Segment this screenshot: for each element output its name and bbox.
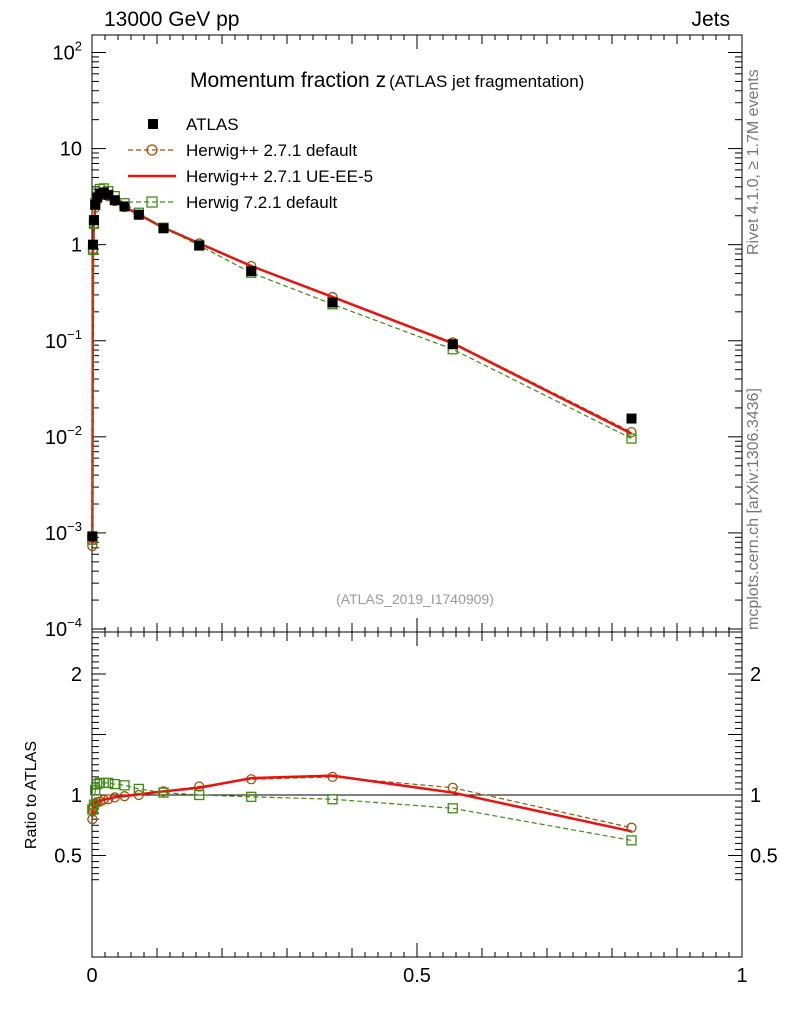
plot-subtitle: (ATLAS jet fragmentation)	[389, 72, 584, 91]
main-series-layer	[87, 183, 637, 552]
marker-herwig-7-2-1-default	[109, 778, 120, 790]
y-tick-label-exponent: −1	[67, 327, 82, 342]
marker-herwig-7-2-1-default	[194, 789, 205, 801]
ratio-axis-ticks: 0.5 0.5 1 1 2 2 0 0.5 1	[54, 632, 778, 987]
ratio-y-tick-label-right: 2	[750, 664, 761, 686]
data-point-atlas	[447, 339, 458, 350]
series-line-herwig-2-7-1-ue-ee-5	[91, 774, 632, 833]
data-point-atlas	[119, 201, 130, 212]
marker-herwig-7-2-1-default	[158, 787, 169, 798]
ratio-y-tick-label-right: 0.5	[750, 846, 778, 868]
marker-herwig-2-7-1-default	[626, 822, 637, 833]
y-tick-label-exponent: −2	[67, 423, 82, 438]
y-tick-label-base: 10	[60, 139, 82, 161]
marker-herwig-7-2-1-default	[88, 799, 100, 810]
data-point-atlas	[88, 215, 99, 226]
y-tick-label-base: 10	[45, 427, 67, 449]
source-reference-label: mcplots.cern.ch [arXiv:1306.3436]	[745, 388, 762, 630]
y-tick-label-base: 10	[45, 619, 67, 641]
legend-marker-herwig-2-7-1-default	[146, 144, 158, 156]
legend-marker-atlas	[148, 119, 158, 129]
x-tick-label: 0	[86, 965, 97, 987]
data-point-atlas	[327, 297, 338, 308]
series-line-herwig-2-7-1-default	[91, 193, 632, 547]
legend-label-herwig-2-7-1-default: Herwig++ 2.7.1 default	[186, 141, 357, 160]
y-tick-label-base: 10	[45, 331, 67, 353]
y-tick-label: 10−3	[45, 519, 82, 545]
x-tick-label: 1	[736, 965, 747, 987]
marker-herwig-7-2-1-default	[133, 783, 144, 795]
plot-title: Momentum fraction z	[190, 69, 386, 92]
legend: ATLAS Herwig++ 2.7.1 default Herwig++ 2.7.…	[128, 115, 373, 212]
y-tick-label: 1	[71, 235, 82, 257]
data-point-atlas	[109, 195, 120, 206]
y-tick-label: 10	[60, 139, 82, 161]
ratio-plot-panel: 0.5 0.5 1 1 2 2 0 0.5 1 Ratio to ATLAS	[23, 631, 778, 987]
ratio-y-tick-label-left: 1	[71, 785, 82, 807]
y-tick-label: 10−2	[45, 423, 82, 449]
header-energy-label: 13000 GeV pp	[104, 8, 240, 31]
data-point-atlas	[103, 189, 114, 200]
y-tick-label: 10−4	[45, 615, 82, 641]
y-tick-label-base: 10	[53, 43, 75, 65]
marker-herwig-7-2-1-default	[626, 835, 637, 846]
series-line-herwig-2-7-1-default	[91, 776, 632, 829]
legend-label-herwig-7-2-1-default: Herwig 7.2.1 default	[186, 193, 337, 212]
marker-herwig-7-2-1-default	[92, 778, 103, 790]
marker-herwig-7-2-1-default	[119, 780, 130, 791]
y-tick-label-exponent: −4	[67, 615, 82, 630]
y-tick-label-base: 10	[45, 523, 67, 545]
ratio-y-tick-label-left: 0.5	[54, 846, 82, 868]
marker-herwig-7-2-1-default	[447, 803, 458, 814]
ratio-y-axis-label: Ratio to ATLAS	[23, 741, 40, 849]
analysis-watermark: (ATLAS_2019_I1740909)	[336, 591, 494, 607]
marker-herwig-7-2-1-default	[327, 794, 338, 805]
ratio-y-tick-label-right: 1	[750, 785, 761, 807]
marker-herwig-7-2-1-default	[246, 791, 257, 802]
ratio-series-layer	[87, 771, 637, 846]
legend-label-herwig-2-7-1-ue-ee-5: Herwig++ 2.7.1 UE-EE-5	[186, 167, 373, 186]
y-tick-label-exponent: 2	[75, 39, 82, 54]
x-tick-label: 0.5	[403, 965, 431, 987]
header-category-label: Jets	[691, 8, 730, 31]
data-point-atlas	[87, 239, 98, 250]
marker-herwig-2-7-1-default	[90, 798, 101, 809]
rivet-version-label: Rivet 4.1.0, ≥ 1.7M events	[745, 69, 762, 255]
marker-herwig-7-2-1-default	[103, 777, 114, 789]
y-tick-label: 10−1	[45, 327, 82, 353]
y-tick-label-exponent: −3	[67, 519, 82, 534]
data-point-atlas	[90, 199, 101, 210]
data-point-atlas	[626, 413, 637, 424]
data-point-atlas	[246, 266, 257, 277]
y-tick-label-base: 1	[71, 235, 82, 257]
series-line-herwig-7-2-1-default	[91, 187, 632, 540]
y-tick-label: 102	[53, 39, 82, 65]
data-point-atlas	[87, 531, 98, 542]
data-point-atlas	[158, 223, 169, 234]
series-line-herwig-7-2-1-default	[92, 782, 632, 841]
ratio-y-tick-label-left: 2	[71, 664, 82, 686]
data-point-atlas	[133, 209, 144, 220]
series-line-herwig-2-7-1-ue-ee-5	[91, 192, 633, 545]
marker-herwig-7-2-1-default	[626, 433, 637, 444]
legend-marker-herwig-7-2-1-default	[146, 196, 158, 208]
legend-label-atlas: ATLAS	[186, 115, 239, 134]
data-point-atlas	[194, 240, 205, 251]
